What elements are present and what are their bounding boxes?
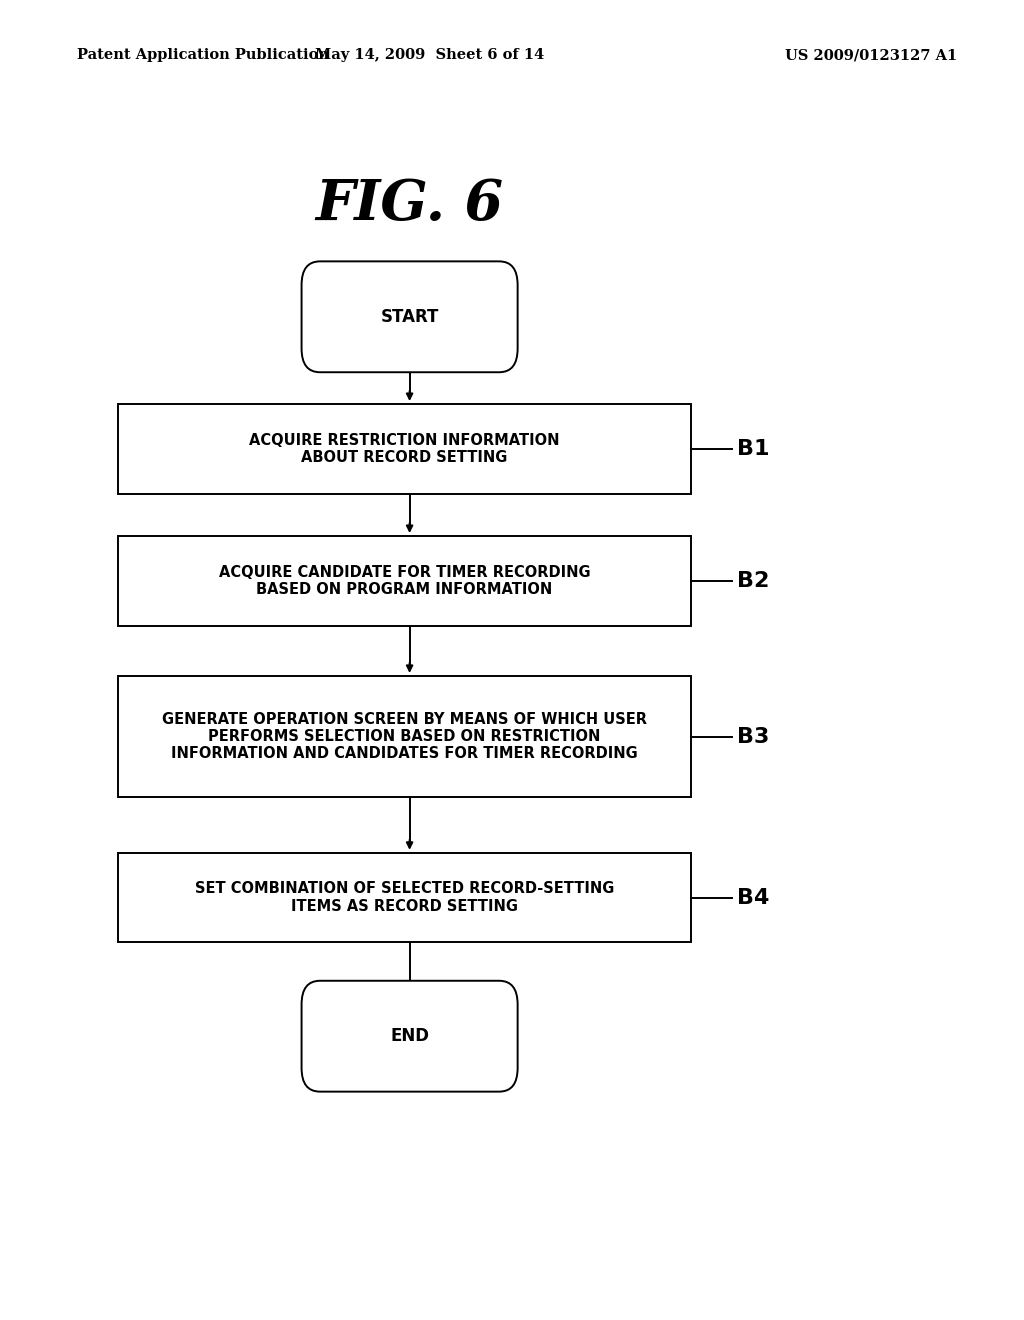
Text: SET COMBINATION OF SELECTED RECORD-SETTING
ITEMS AS RECORD SETTING: SET COMBINATION OF SELECTED RECORD-SETTI…: [195, 882, 614, 913]
Text: US 2009/0123127 A1: US 2009/0123127 A1: [785, 49, 957, 62]
Bar: [118, 536, 691, 626]
Text: FIG. 6: FIG. 6: [315, 177, 504, 232]
Text: ACQUIRE RESTRICTION INFORMATION
ABOUT RECORD SETTING: ACQUIRE RESTRICTION INFORMATION ABOUT RE…: [249, 433, 560, 465]
Bar: [118, 853, 691, 942]
FancyBboxPatch shape: [301, 981, 517, 1092]
Text: B1: B1: [737, 438, 770, 459]
Text: Patent Application Publication: Patent Application Publication: [77, 49, 329, 62]
Bar: [118, 404, 691, 494]
FancyBboxPatch shape: [301, 261, 517, 372]
Text: END: END: [390, 1027, 429, 1045]
Bar: [118, 676, 691, 797]
Text: ACQUIRE CANDIDATE FOR TIMER RECORDING
BASED ON PROGRAM INFORMATION: ACQUIRE CANDIDATE FOR TIMER RECORDING BA…: [219, 565, 590, 597]
Text: GENERATE OPERATION SCREEN BY MEANS OF WHICH USER
PERFORMS SELECTION BASED ON RES: GENERATE OPERATION SCREEN BY MEANS OF WH…: [162, 711, 647, 762]
Text: B2: B2: [737, 570, 770, 591]
Text: B4: B4: [737, 887, 770, 908]
Text: B3: B3: [737, 726, 770, 747]
Text: May 14, 2009  Sheet 6 of 14: May 14, 2009 Sheet 6 of 14: [315, 49, 545, 62]
Text: START: START: [380, 308, 439, 326]
